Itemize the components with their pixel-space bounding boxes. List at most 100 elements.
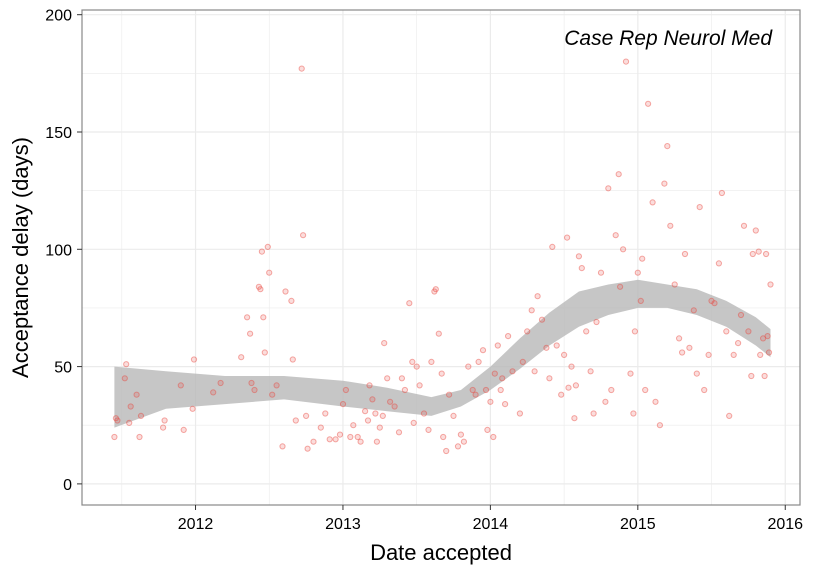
data-point [559,392,564,397]
data-point [566,385,571,390]
data-point [520,359,525,364]
data-point [749,373,754,378]
data-point [305,446,310,451]
data-point [382,341,387,346]
data-point [340,402,345,407]
data-point [115,418,120,423]
data-point [411,420,416,425]
data-point [245,315,250,320]
data-point [138,413,143,418]
data-point [621,247,626,252]
data-point [584,329,589,334]
data-point [525,329,530,334]
data-point [495,343,500,348]
data-point [565,235,570,240]
data-point [162,418,167,423]
data-point [124,362,129,367]
data-point [668,223,673,228]
data-point [506,334,511,339]
data-point [631,411,636,416]
data-point [764,251,769,256]
data-point [657,423,662,428]
x-tick-label: 2015 [620,516,656,533]
data-point [343,387,348,392]
data-point [248,331,253,336]
data-point [550,244,555,249]
data-point [301,233,306,238]
data-point [444,448,449,453]
data-point [746,329,751,334]
data-point [290,357,295,362]
data-point [535,294,540,299]
data-point [753,228,758,233]
data-point [646,101,651,106]
data-point [414,364,419,369]
data-point [466,364,471,369]
axes: 2012 2013 2014 2015 2016050100150200 [45,8,803,533]
x-tick-label: 2013 [325,516,361,533]
data-point [337,432,342,437]
data-point [249,380,254,385]
data-point [653,399,658,404]
data-point [388,399,393,404]
data-point [293,418,298,423]
data-point [758,352,763,357]
data-point [488,399,493,404]
data-point [211,390,216,395]
data-point [618,284,623,289]
data-point [374,439,379,444]
data-point [756,249,761,254]
data-point [333,437,338,442]
data-point [262,350,267,355]
data-point [572,416,577,421]
data-point [544,345,549,350]
data-point [498,387,503,392]
y-tick-label: 0 [63,477,72,494]
data-point [682,251,687,256]
data-point [576,254,581,259]
data-point [433,287,438,292]
data-point [451,413,456,418]
data-point [591,411,596,416]
data-point [554,343,559,348]
data-point [680,350,685,355]
data-point [650,200,655,205]
data-point [677,336,682,341]
data-point [579,266,584,271]
data-point [485,427,490,432]
data-point [280,444,285,449]
data-point [613,233,618,238]
data-point [299,66,304,71]
data-point [370,397,375,402]
data-point [741,223,746,228]
data-point [365,418,370,423]
data-point [258,287,263,292]
data-point [598,270,603,275]
data-point [662,181,667,186]
data-point [706,352,711,357]
data-point [178,383,183,388]
data-point [358,439,363,444]
data-point [239,355,244,360]
data-point [480,348,485,353]
data-point [441,434,446,439]
data-point [643,387,648,392]
data-point [252,387,257,392]
data-point [327,437,332,442]
data-point [603,399,608,404]
data-point [392,404,397,409]
y-tick-label: 100 [45,242,72,259]
data-point [702,387,707,392]
data-point [517,411,522,416]
data-point [473,392,478,397]
data-point [691,308,696,313]
x-axis-title: Date accepted [370,540,512,565]
smooth-confidence-band [114,280,770,428]
data-point [289,298,294,303]
data-point [766,350,771,355]
data-point [628,371,633,376]
data-point [719,190,724,195]
data-point [318,425,323,430]
data-point [750,251,755,256]
data-point [458,432,463,437]
